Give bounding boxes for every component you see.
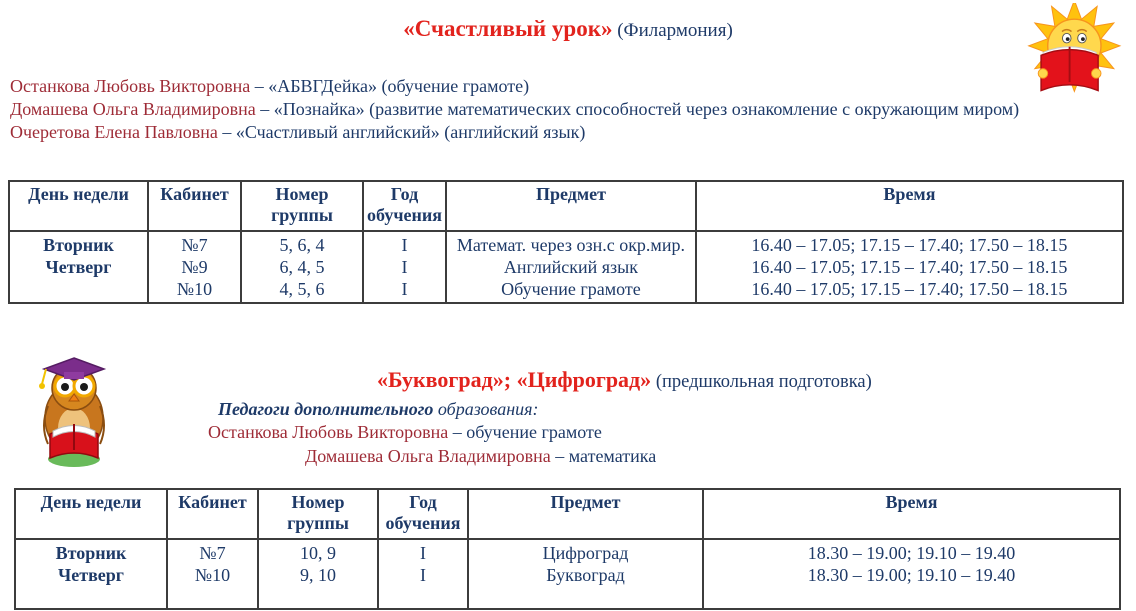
- section2-subtitle: (предшкольная подготовка): [655, 372, 872, 392]
- section2-title-line: «Буквоград»; «Цифроград» (предшкольная п…: [377, 367, 872, 393]
- col-header-time: Время: [702, 488, 1121, 540]
- col-header-subject: Предмет: [467, 488, 704, 540]
- section1-teachers: Останкова Любовь Викторовна – «АБВГДейка…: [10, 75, 1090, 144]
- col-header-subject: Предмет: [444, 180, 697, 232]
- teacher-line: Останкова Любовь Викторовна – «АБВГДейка…: [10, 75, 1090, 98]
- col-header-weekday: День недели: [14, 488, 168, 540]
- cell-weekdays: Вторник Четверг: [14, 538, 168, 610]
- teacher-name: Останкова Любовь Викторовна: [208, 422, 449, 442]
- pedagogues-heading: Педагоги дополнительного образования:: [218, 399, 539, 420]
- teacher-program: – обучение грамоте: [452, 422, 602, 442]
- pedagogues-heading-bold: Педагоги дополнительного: [218, 399, 434, 419]
- col-header-group-number: Номер группы: [257, 488, 379, 540]
- cell-times: 16.40 – 17.05; 17.15 – 17.40; 17.50 – 18…: [694, 230, 1124, 304]
- table2-header-row: День недели Кабинет Номер группы Год обу…: [14, 488, 1121, 540]
- teacher-name: Останкова Любовь Викторовна: [10, 76, 251, 96]
- pedagogues-heading-rest: образования:: [437, 399, 539, 419]
- cell-years: I I: [377, 538, 469, 610]
- table1-body-row: Вторник Четверг №7 №9 №10 5, 6, 4 6, 4, …: [8, 230, 1124, 304]
- col-header-study-year: Год обучения: [362, 180, 447, 232]
- table2-body-row: Вторник Четверг №7 №10 10, 9 9, 10 I I Ц…: [14, 538, 1121, 610]
- cell-groups: 10, 9 9, 10: [257, 538, 379, 610]
- teacher-program: – математика: [555, 446, 657, 466]
- col-header-cabinet: Кабинет: [166, 488, 259, 540]
- section1-title-line: «Счастливый урок» (Филармония): [0, 16, 1136, 42]
- col-header-time: Время: [694, 180, 1124, 232]
- section1-title: «Счастливый урок»: [403, 16, 613, 41]
- teacher-program: – «Познайка» (развитие математических сп…: [260, 99, 1020, 119]
- schedule-table-preschool: День недели Кабинет Номер группы Год обу…: [14, 488, 1121, 610]
- cell-weekdays: Вторник Четверг: [8, 230, 149, 304]
- col-header-weekday: День недели: [8, 180, 149, 232]
- teacher-name: Очеретова Елена Павловна: [10, 122, 218, 142]
- cell-subjects: Математ. через озн.с окр.мир. Английский…: [444, 230, 697, 304]
- col-header-cabinet: Кабинет: [147, 180, 242, 232]
- cell-years: I I I: [362, 230, 447, 304]
- teacher-program: – «Счастливый английский» (английский яз…: [222, 122, 586, 142]
- table1-header-row: День недели Кабинет Номер группы Год обу…: [8, 180, 1124, 232]
- col-header-group-number: Номер группы: [240, 180, 364, 232]
- cell-subjects: Цифроград Буквоград: [467, 538, 704, 610]
- teacher-line: Домашева Ольга Владимировна – математика: [305, 446, 656, 467]
- teacher-name: Домашева Ольга Владимировна: [10, 99, 256, 119]
- cell-groups: 5, 6, 4 6, 4, 5 4, 5, 6: [240, 230, 364, 304]
- teacher-program: – «АБВГДейка» (обучение грамоте): [254, 76, 530, 96]
- owl-graduate-reading-icon: [39, 357, 107, 467]
- sun-reading-book-icon: [1027, 3, 1122, 93]
- teacher-line: Очеретова Елена Павловна – «Счастливый а…: [10, 121, 1090, 144]
- section2-title: «Буквоград»; «Цифроград»: [377, 367, 652, 392]
- teacher-line: Домашева Ольга Владимировна – «Познайка»…: [10, 98, 1090, 121]
- col-header-study-year: Год обучения: [377, 488, 469, 540]
- teacher-name: Домашева Ольга Владимировна: [305, 446, 551, 466]
- cell-cabinets: №7 №10: [166, 538, 259, 610]
- cell-cabinets: №7 №9 №10: [147, 230, 242, 304]
- cell-times: 18.30 – 19.00; 19.10 – 19.40 18.30 – 19.…: [702, 538, 1121, 610]
- section1-subtitle: (Филармония): [617, 20, 733, 41]
- teacher-line: Останкова Любовь Викторовна – обучение г…: [208, 422, 602, 443]
- schedule-table-happy-lesson: День недели Кабинет Номер группы Год обу…: [8, 180, 1124, 304]
